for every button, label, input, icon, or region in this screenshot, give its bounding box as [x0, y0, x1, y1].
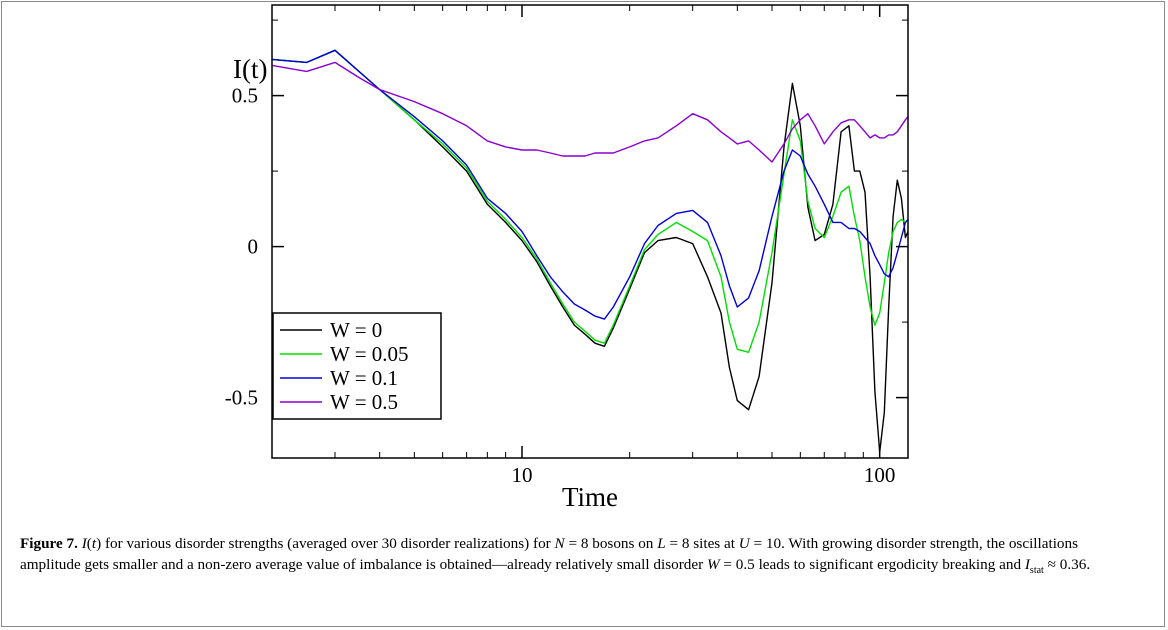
caption-text-3: sites at [689, 535, 739, 552]
x-tick-label-0: 10 [512, 463, 533, 487]
caption-eq-N: = 8 [564, 535, 589, 552]
legend-label-0: W = 0 [330, 318, 382, 342]
imbalance-chart: 10 100-0.500.5 I(t) Time W = 0W = 0.05W =… [225, 4, 909, 512]
legend: W = 0W = 0.05W = 0.1W = 0.5 [272, 312, 442, 420]
y-tick-label-1: 0 [248, 235, 259, 259]
series-line-2 [271, 49, 909, 320]
caption-symbol-U: U [738, 535, 750, 552]
figure-caption: Figure 7. I(t) for various disorder stre… [20, 535, 1091, 576]
caption-symbol-I: I [81, 535, 87, 552]
caption-text-2: bosons on [588, 535, 658, 552]
caption-text-5: leads to significant ergodicity breaking… [754, 555, 1025, 573]
caption-text-4: . With growing disorder strength, the os… [20, 535, 1079, 573]
series-line-1 [271, 49, 909, 353]
caption-symbol-W: W [706, 555, 720, 573]
caption-eq-W: = 0.5 [719, 555, 755, 573]
y-tick-label-2: 0.5 [232, 84, 258, 108]
x-tick-label-1: 100 [864, 463, 896, 487]
legend-label-1: W = 0.05 [330, 342, 409, 366]
axis-layer: 10 100 -0.5 0 0.5 [225, 4, 909, 487]
series-layer [271, 49, 909, 453]
y-axis-title: I(t) [233, 54, 267, 84]
legend-label-2: W = 0.1 [330, 366, 398, 390]
caption-eq-L: = 8 [665, 535, 690, 552]
caption-approx: ≈ 0.36. [1043, 555, 1091, 573]
caption-symbol-Istat: I [1024, 555, 1030, 573]
caption-figure-label: Figure 7. [20, 535, 78, 552]
y-tick-label-0: -0.5 [225, 386, 258, 410]
caption-symbol-t: t [91, 535, 97, 552]
series-line-3 [271, 61, 909, 163]
caption-eq-U: = 10 [749, 535, 782, 552]
plot-frame [271, 4, 909, 459]
caption-symbol-L: L [657, 535, 666, 552]
caption-text-1: for various disorder strengths (averaged… [101, 535, 555, 552]
caption-symbol-N: N [554, 535, 565, 552]
caption-subscript-stat: stat [1029, 564, 1044, 576]
legend-label-3: W = 0.5 [330, 390, 398, 414]
x-axis-title: Time [562, 482, 618, 512]
